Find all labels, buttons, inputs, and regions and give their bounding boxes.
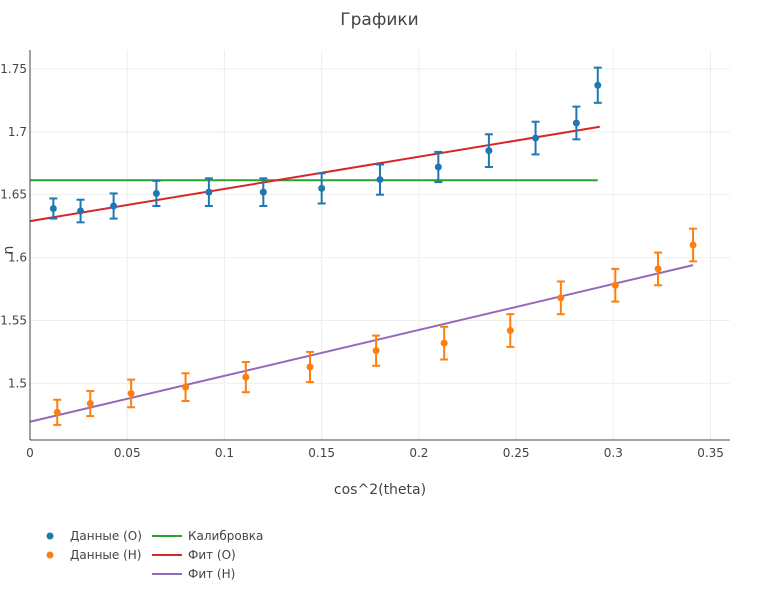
data-point[interactable] xyxy=(434,150,443,184)
data-marker xyxy=(440,339,448,347)
data-point[interactable] xyxy=(440,325,449,361)
data-point[interactable] xyxy=(372,334,381,367)
x-tick-label: 0.2 xyxy=(409,446,428,460)
x-tick-label: 0 xyxy=(26,446,34,460)
data-point[interactable] xyxy=(49,197,58,220)
data-marker xyxy=(205,188,213,196)
y-axis-label: n xyxy=(1,246,17,255)
y-tick-label: 1.55 xyxy=(0,313,27,327)
data-marker xyxy=(259,188,267,196)
legend-marker-swatch xyxy=(46,551,54,559)
data-point[interactable] xyxy=(593,66,602,104)
legend-marker-swatch xyxy=(46,532,54,540)
data-marker xyxy=(594,81,602,89)
data-point[interactable] xyxy=(181,372,190,402)
y-tick-label: 1.6 xyxy=(8,251,27,265)
x-tick-label: 0.05 xyxy=(114,446,141,460)
data-point[interactable] xyxy=(86,389,95,418)
legend-item[interactable]: Фит (О) xyxy=(152,548,236,562)
data-point[interactable] xyxy=(109,192,118,220)
data-marker xyxy=(318,184,326,192)
data-marker xyxy=(376,176,384,184)
x-tick-label: 0.1 xyxy=(215,446,234,460)
data-point[interactable] xyxy=(241,361,250,394)
legend-label: Данные (О) xyxy=(70,529,142,543)
data-marker xyxy=(152,189,160,197)
data-point[interactable] xyxy=(556,280,565,316)
data-marker xyxy=(77,207,85,215)
data-marker xyxy=(557,294,565,302)
y-tick-label: 1.5 xyxy=(8,376,27,390)
x-tick-label: 0.15 xyxy=(308,446,335,460)
data-marker xyxy=(242,373,250,381)
x-tick-label: 0.25 xyxy=(503,446,530,460)
axes: 0 0.05 0.1 0.15 0.2 0.25 0.3 0.35 1.5 1.55 1.6 1.65… xyxy=(0,50,730,460)
data-marker xyxy=(689,241,697,249)
legend[interactable]: Данные (О) Данные (Н) Калибровка Фит (О) Фит… xyxy=(46,529,264,581)
x-axis-label: cos^2(theta) xyxy=(334,482,426,498)
data-marker xyxy=(434,163,442,171)
x-tick-label: 0.3 xyxy=(604,446,623,460)
data-point[interactable] xyxy=(76,198,85,224)
y-tick-label: 1.7 xyxy=(8,125,27,139)
data-point[interactable] xyxy=(506,313,515,348)
y-tick-label: 1.75 xyxy=(0,62,27,76)
legend-label: Фит (О) xyxy=(188,548,236,562)
legend-label: Фит (Н) xyxy=(188,567,235,581)
data-marker xyxy=(485,147,493,155)
legend-item[interactable]: Данные (Н) xyxy=(46,548,142,562)
chart-title: Графики xyxy=(340,10,418,30)
data-point[interactable] xyxy=(204,177,213,207)
data-marker xyxy=(532,134,540,142)
data-marker xyxy=(86,400,94,408)
legend-label: Калибровка xyxy=(188,529,263,543)
data-point[interactable] xyxy=(376,163,384,196)
data-point[interactable] xyxy=(654,251,663,287)
legend-item[interactable]: Калибровка xyxy=(152,529,263,543)
legend-label: Данные (Н) xyxy=(70,548,141,562)
data-marker xyxy=(127,389,135,397)
data-point[interactable] xyxy=(53,398,62,426)
data-point[interactable] xyxy=(317,172,326,205)
data-markers xyxy=(49,66,698,426)
data-point[interactable] xyxy=(259,177,268,207)
data-marker xyxy=(110,202,118,210)
legend-item[interactable]: Данные (О) xyxy=(46,529,142,543)
y-tick-label: 1.65 xyxy=(0,188,27,202)
data-marker xyxy=(611,281,619,289)
x-tick-label: 0.35 xyxy=(697,446,724,460)
data-point[interactable] xyxy=(572,105,581,141)
data-point[interactable] xyxy=(484,133,493,168)
data-marker xyxy=(306,363,314,371)
data-point[interactable] xyxy=(611,267,620,303)
data-point[interactable] xyxy=(306,350,314,384)
data-marker xyxy=(182,383,190,391)
data-point[interactable] xyxy=(531,120,540,156)
data-point[interactable] xyxy=(689,227,698,263)
data-marker xyxy=(572,119,580,127)
fit-lines xyxy=(29,125,694,423)
series-line-Фит-О xyxy=(29,125,600,223)
data-marker xyxy=(372,347,380,355)
data-marker xyxy=(654,265,662,273)
legend-item[interactable]: Фит (Н) xyxy=(152,567,235,581)
data-marker xyxy=(53,408,61,416)
data-marker xyxy=(506,327,514,335)
data-point[interactable] xyxy=(152,179,161,207)
series-line-Фит-Н xyxy=(29,264,694,423)
data-point[interactable] xyxy=(127,378,136,409)
data-marker xyxy=(49,205,57,213)
grid xyxy=(30,50,730,440)
